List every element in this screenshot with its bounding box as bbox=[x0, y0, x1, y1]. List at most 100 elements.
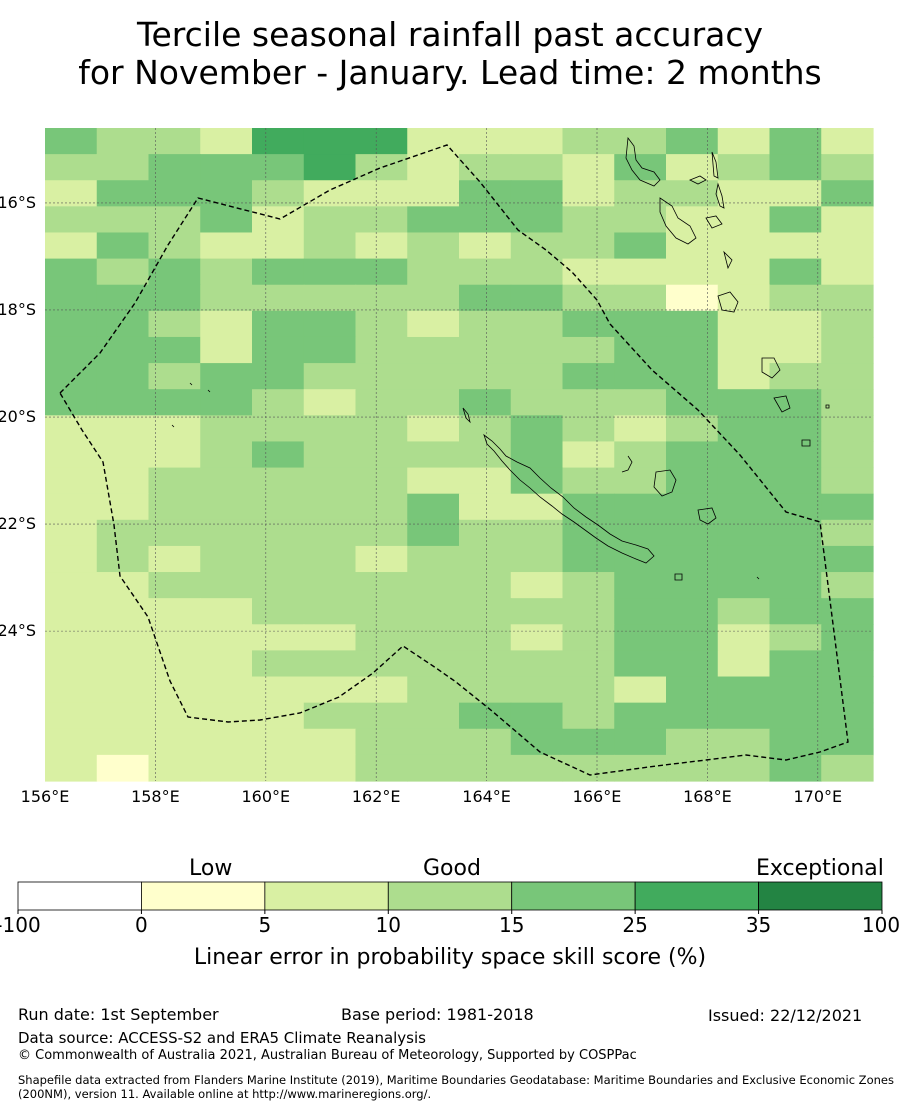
skill-cell bbox=[148, 467, 201, 495]
colorbar-tick-label: 100 bbox=[861, 913, 900, 937]
longitude-label: 162°E bbox=[351, 787, 401, 806]
skill-cell bbox=[614, 676, 667, 704]
skill-cell bbox=[510, 702, 564, 730]
skill-cell bbox=[510, 310, 564, 338]
skill-cell bbox=[45, 258, 98, 286]
skill-cell bbox=[821, 258, 874, 286]
skill-cell bbox=[407, 284, 460, 312]
skill-cell bbox=[200, 545, 253, 573]
skill-cell bbox=[510, 441, 564, 469]
skill-cell bbox=[407, 310, 460, 338]
skill-cell bbox=[614, 754, 667, 782]
skill-cell bbox=[459, 258, 512, 286]
skill-cell bbox=[96, 441, 150, 469]
skill-cell bbox=[252, 415, 305, 443]
skill-cell bbox=[252, 467, 305, 495]
skill-cell bbox=[510, 128, 564, 155]
coastline-new-caledonia bbox=[483, 433, 655, 564]
skill-cell bbox=[148, 284, 201, 312]
skill-cell bbox=[96, 624, 150, 651]
skill-cell bbox=[407, 441, 460, 469]
skill-cell bbox=[45, 467, 98, 495]
skill-cell bbox=[717, 650, 771, 678]
skill-cell bbox=[96, 415, 150, 443]
skill-cell bbox=[614, 180, 667, 207]
skill-cell bbox=[252, 572, 305, 599]
skill-cell bbox=[666, 467, 719, 495]
skill-cell bbox=[303, 310, 357, 338]
skill-cell bbox=[666, 545, 719, 573]
skill-cell bbox=[252, 154, 305, 181]
skill-cell bbox=[562, 545, 615, 573]
skill-cell bbox=[769, 702, 822, 730]
skill-cell bbox=[96, 128, 150, 155]
colorbar-tick-label: 35 bbox=[745, 913, 772, 937]
skill-cell bbox=[252, 389, 305, 416]
skill-cell bbox=[303, 598, 357, 625]
skill-cell bbox=[614, 258, 667, 286]
skill-cell bbox=[614, 545, 667, 573]
skill-cell bbox=[252, 232, 305, 260]
skill-cell bbox=[717, 284, 771, 312]
skill-cell bbox=[717, 310, 771, 338]
skill-cell bbox=[96, 258, 150, 286]
skill-cell bbox=[252, 598, 305, 625]
skill-cell bbox=[45, 128, 98, 155]
skill-cell bbox=[769, 154, 822, 181]
map-title-line-1: Tercile seasonal rainfall past accuracy bbox=[136, 15, 764, 54]
skill-cell bbox=[252, 284, 305, 312]
skill-cell bbox=[355, 206, 408, 234]
skill-cell bbox=[666, 180, 719, 207]
skill-cell bbox=[666, 676, 719, 704]
skill-cell bbox=[769, 363, 822, 390]
skill-cell bbox=[821, 754, 874, 782]
skill-cell bbox=[148, 310, 201, 338]
skill-cell bbox=[717, 363, 771, 390]
skill-cell bbox=[200, 702, 253, 730]
skill-cell bbox=[45, 154, 98, 181]
skill-cell bbox=[614, 598, 667, 625]
skill-cell bbox=[769, 441, 822, 469]
skill-cell bbox=[459, 206, 512, 234]
skill-cell bbox=[459, 702, 512, 730]
skill-cell bbox=[45, 572, 98, 599]
skill-cell bbox=[200, 467, 253, 495]
skill-cell bbox=[355, 572, 408, 599]
skill-cell bbox=[252, 545, 305, 573]
skill-cell bbox=[148, 180, 201, 207]
skill-cell bbox=[510, 336, 564, 364]
skill-cell bbox=[666, 284, 719, 312]
skill-cell bbox=[148, 232, 201, 260]
skill-cell bbox=[666, 493, 719, 521]
skill-cell bbox=[96, 154, 150, 181]
copyright: © Commonwealth of Australia 2021, Austra… bbox=[18, 1048, 637, 1063]
skill-cell bbox=[614, 624, 667, 651]
skill-cell bbox=[45, 180, 98, 207]
skill-cell bbox=[303, 415, 357, 443]
skill-cell bbox=[148, 754, 201, 782]
coastline-ouvea bbox=[621, 455, 633, 473]
skill-cell bbox=[562, 206, 615, 234]
skill-cell bbox=[303, 180, 357, 207]
coastline-ambae bbox=[689, 175, 707, 185]
skill-cell bbox=[666, 572, 719, 599]
skill-cell bbox=[148, 728, 201, 756]
latitude-label: 24°S bbox=[0, 621, 36, 641]
skill-cell bbox=[717, 206, 771, 234]
colorbar-category-low: Low bbox=[189, 856, 233, 881]
skill-cell bbox=[562, 258, 615, 286]
skill-cell bbox=[510, 624, 564, 651]
skill-cell bbox=[614, 650, 667, 678]
skill-cell bbox=[303, 728, 357, 756]
skill-cell bbox=[717, 180, 771, 207]
skill-cell bbox=[148, 572, 201, 599]
colorbar-category-exceptional: Exceptional bbox=[756, 856, 884, 881]
skill-cell bbox=[821, 467, 874, 495]
skill-cell bbox=[821, 545, 874, 573]
skill-cell bbox=[148, 206, 201, 234]
skill-cell bbox=[821, 336, 874, 364]
skill-cell bbox=[562, 128, 615, 155]
latitude-label: 18°S bbox=[0, 299, 36, 319]
skill-cell bbox=[355, 128, 408, 155]
